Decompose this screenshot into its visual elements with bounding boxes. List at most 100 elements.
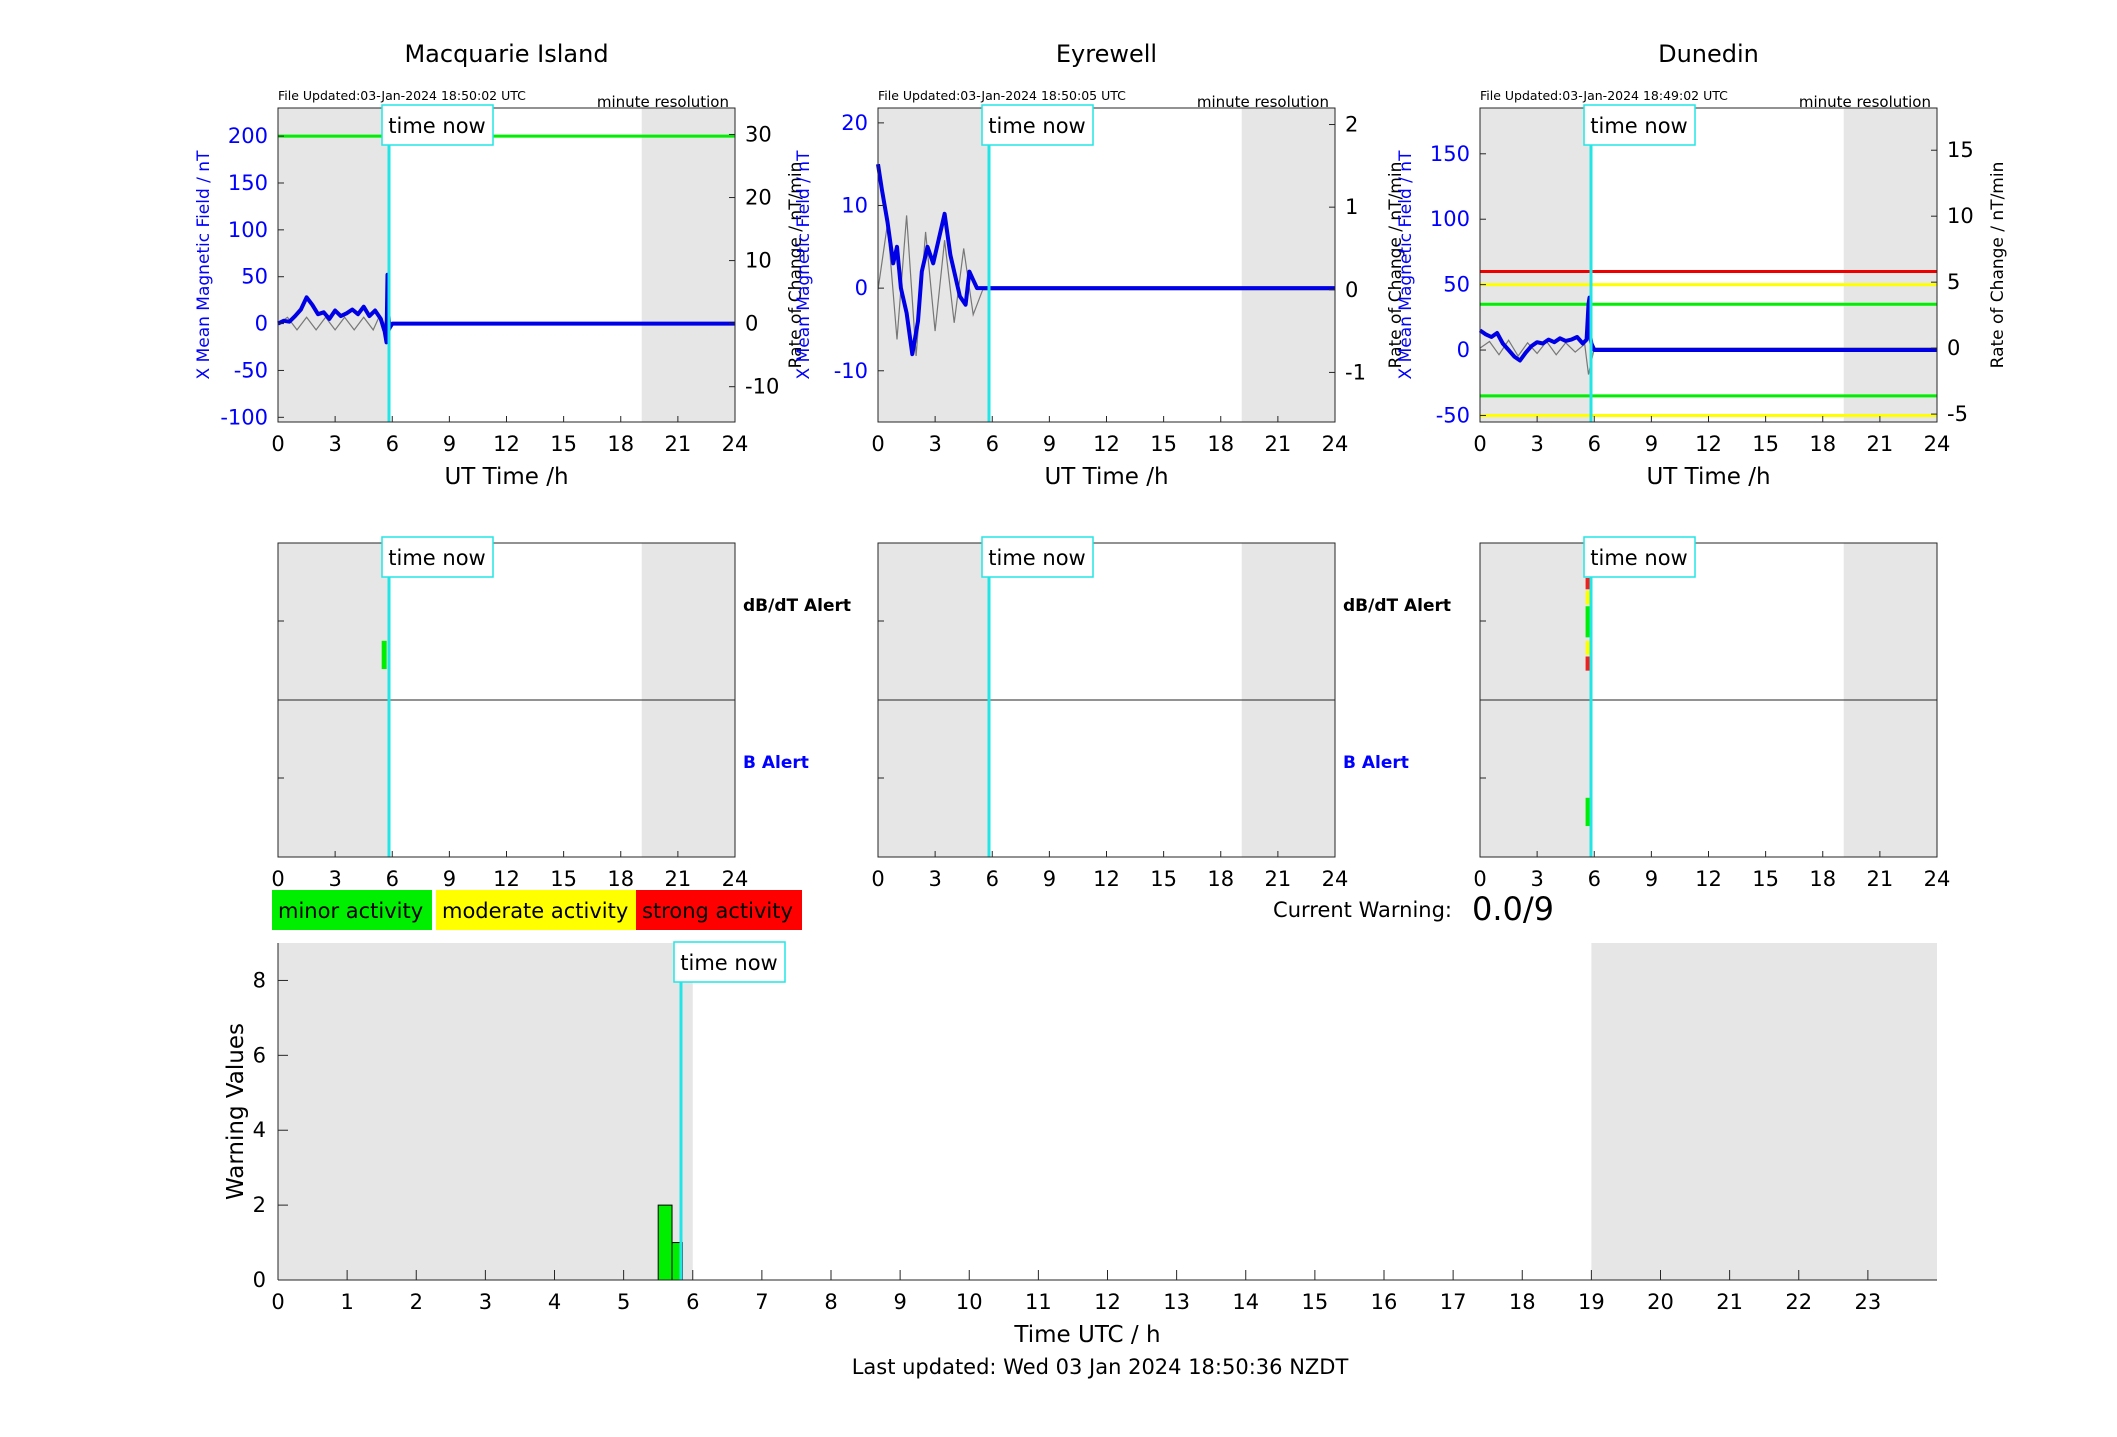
x-tick-label: 3	[928, 867, 941, 891]
x-tick-label: 3	[479, 1290, 492, 1314]
y-tick-label: 8	[253, 968, 266, 992]
y-tick-label-right: 0	[1947, 336, 1960, 360]
file-updated-text: File Updated:03-Jan-2024 18:50:05 UTC	[878, 88, 1126, 103]
night-shading	[1591, 943, 1937, 1280]
x-tick-label: 21	[1716, 1290, 1743, 1314]
time-now-box	[381, 104, 494, 146]
y-tick-label-left: -100	[220, 405, 268, 429]
x-tick-label: 18	[607, 432, 634, 456]
x-tick-label: 21	[1867, 867, 1894, 891]
y-tick-label-right: 10	[1947, 204, 1974, 228]
x-tick-label: 4	[548, 1290, 561, 1314]
legend-label: moderate activity	[442, 899, 628, 923]
dbdt-alert-mark	[1585, 640, 1591, 655]
y-tick-label-right: -1	[1345, 360, 1366, 384]
station-panel-1: 0 3 6 9 12 15 18 21 24-1001020-1012EyrewellFile …	[794, 40, 1406, 490]
x-tick-label: 9	[443, 867, 456, 891]
time-now-box	[981, 536, 1094, 578]
y-tick-label-right: 20	[745, 186, 772, 210]
x-tick-label: 9	[1645, 432, 1658, 456]
y-tick-label-right: 30	[745, 122, 772, 146]
x-tick-label: 12	[493, 867, 520, 891]
y-tick-label-left: 0	[855, 276, 868, 300]
legend-swatch	[636, 890, 802, 930]
x-axis-label: UT Time /h	[1646, 464, 1770, 490]
y-tick-label-left: 200	[228, 124, 268, 148]
y-tick-label-left: 50	[1443, 273, 1470, 297]
legend-swatch	[436, 890, 636, 930]
x-tick-label: 24	[722, 867, 749, 891]
x-tick-label: 6	[1588, 432, 1601, 456]
x-tick-label: 20	[1647, 1290, 1674, 1314]
dbdt-alert-label: dB/dT Alert	[1343, 596, 1451, 616]
night-shading	[278, 108, 391, 422]
y-tick-label-left: 100	[228, 218, 268, 242]
y-tick-label-left: -10	[834, 359, 868, 383]
mean-field-line	[277, 272, 735, 345]
y-tick-label-right: 15	[1947, 138, 1974, 162]
time-now-box	[381, 536, 494, 578]
time-now-label: time now	[388, 114, 485, 138]
x-tick-label: 14	[1232, 1290, 1259, 1314]
y-tick-label-right: 5	[1947, 270, 1960, 294]
x-tick-label: 15	[1150, 867, 1177, 891]
y-tick-label-left: 10	[841, 194, 868, 218]
dbdt-alert-mark	[1585, 590, 1591, 605]
x-axis-label: Time UTC / h	[1013, 1322, 1160, 1348]
station-title: Eyrewell	[1056, 40, 1157, 68]
x-tick-label: 3	[928, 432, 941, 456]
mean-field-line	[876, 163, 1335, 357]
current-warning-label: Current Warning:	[1273, 898, 1452, 922]
alert-panel-2: 0 3 6 9 12 15 18 21 24 time now	[1473, 536, 1951, 891]
x-tick-label: 5	[617, 1290, 630, 1314]
y-tick-label: 2	[253, 1193, 266, 1217]
x-tick-label: 6	[686, 1290, 699, 1314]
y-tick-label-left: 20	[841, 111, 868, 135]
x-tick-label: 15	[1752, 867, 1779, 891]
y-tick-label-left: 0	[1457, 338, 1470, 362]
y-tick-label-right: 0	[745, 312, 758, 336]
time-now-box	[673, 941, 786, 983]
x-tick-label: 24	[1924, 867, 1951, 891]
x-tick-label: 6	[386, 432, 399, 456]
y-axis-label-left: X Mean Magnetic Field / nT	[1396, 150, 1416, 380]
legend-label: minor activity	[278, 899, 423, 923]
x-tick-label: 21	[1867, 432, 1894, 456]
y-axis-label-right: Rate of Change / nT/min	[1386, 162, 1406, 369]
x-tick-label: 3	[328, 432, 341, 456]
y-tick-label-left: 100	[1430, 207, 1470, 231]
y-tick-label-right: 10	[745, 249, 772, 273]
x-tick-label: 9	[1645, 867, 1658, 891]
x-axis-label: UT Time /h	[444, 464, 568, 490]
x-tick-label: 10	[956, 1290, 983, 1314]
time-now-label: time now	[1590, 114, 1687, 138]
y-axis-label-right: Rate of Change / nT/min	[786, 162, 806, 369]
x-tick-label: 18	[1809, 432, 1836, 456]
x-tick-label: 9	[443, 432, 456, 456]
time-now-box	[981, 104, 1094, 146]
resolution-text: minute resolution	[597, 93, 729, 111]
y-tick-label-right: -10	[745, 375, 779, 399]
x-axis-label: UT Time /h	[1044, 464, 1168, 490]
station-panel-2: 0 3 6 9 12 15 18 21 24-50050100150-5051015Dunedi…	[1396, 40, 2008, 490]
x-tick-label: 21	[1265, 867, 1292, 891]
x-tick-label: 2	[410, 1290, 423, 1314]
x-tick-label: 24	[722, 432, 749, 456]
time-now-label: time now	[988, 114, 1085, 138]
time-now-box	[1583, 104, 1696, 146]
x-tick-label: 24	[1924, 432, 1951, 456]
y-tick-label-right: -5	[1947, 402, 1968, 426]
x-tick-label: 0	[1473, 432, 1486, 456]
rate-of-change-line	[877, 215, 1335, 356]
y-tick-label-left: 150	[1430, 142, 1470, 166]
x-tick-label: 18	[1207, 432, 1234, 456]
x-tick-label: 9	[1043, 432, 1056, 456]
x-tick-label: 8	[824, 1290, 837, 1314]
b-alert-label: B Alert	[1343, 753, 1409, 773]
x-tick-label: 19	[1578, 1290, 1605, 1314]
x-tick-label: 3	[328, 867, 341, 891]
x-tick-label: 0	[871, 867, 884, 891]
x-tick-label: 6	[1588, 867, 1601, 891]
y-axis-label-right: Rate of Change / nT/min	[1988, 162, 2008, 369]
